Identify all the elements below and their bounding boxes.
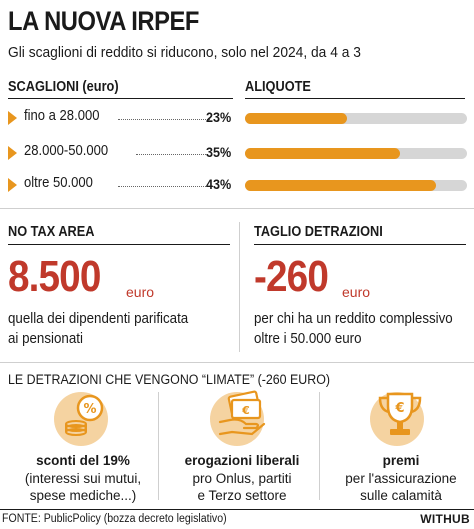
- item-desc-line2: spese mediche...): [29, 488, 137, 503]
- taglio-rule: [254, 244, 466, 245]
- rate-bar: [245, 180, 436, 191]
- brackets-header-rule: [8, 98, 233, 99]
- brand-logo: WITHUB: [420, 512, 470, 526]
- no-tax-area-desc-line2: ai pensionati: [8, 331, 83, 347]
- taglio-desc-line1: per chi ha un reddito complessivo: [254, 311, 453, 327]
- section-divider: [0, 362, 474, 363]
- no-tax-area-desc-line1: quella dei dipendenti parificata: [8, 311, 189, 327]
- vertical-divider: [158, 392, 159, 500]
- bracket-label: fino a 28.000: [24, 108, 100, 124]
- no-tax-area-value: 8.500: [8, 252, 101, 301]
- section-divider: [0, 208, 474, 209]
- bracket-label: oltre 50.000: [24, 175, 93, 191]
- item-desc-line2: e Terzo settore: [197, 488, 287, 503]
- bracket-rate: 35%: [206, 144, 232, 160]
- page-title: LA NUOVA IRPEF: [8, 6, 199, 36]
- vertical-divider: [319, 392, 320, 500]
- coins-percent-icon: %: [65, 394, 104, 436]
- row-arrow-icon: [8, 146, 17, 160]
- bracket-label: 28.000-50.000: [24, 143, 109, 159]
- detrazioni-title: LE DETRAZIONI CHE VENGONO “LIMATE” (-260…: [8, 372, 331, 387]
- taglio-desc-line2: oltre i 50.000 euro: [254, 331, 362, 347]
- no-tax-area-rule: [8, 244, 230, 245]
- trophy-euro-icon: €: [378, 392, 422, 435]
- rates-header-rule: [245, 98, 465, 99]
- item-desc-line1: per l'assicurazione: [345, 471, 457, 486]
- source-note: FONTE: PublicPolicy (bozza decreto legis…: [2, 513, 227, 525]
- rate-bar-track: [245, 113, 467, 124]
- rates-column-header: ALIQUOTE: [245, 79, 311, 95]
- rate-bar: [245, 113, 347, 124]
- taglio-value: -260: [254, 252, 329, 301]
- rate-bar: [245, 148, 400, 159]
- taglio-heading: TAGLIO DETRAZIONI: [254, 224, 383, 240]
- svg-text:€: €: [394, 401, 404, 416]
- cash-hand-icon: €: [218, 390, 266, 436]
- item-title: sconti del 19%: [36, 453, 130, 468]
- svg-text:%: %: [83, 402, 96, 417]
- leader-dots: [136, 154, 208, 155]
- item-desc-line1: (interessi sui mutui,: [24, 471, 142, 486]
- bracket-rate: 43%: [206, 176, 232, 192]
- no-tax-area-heading: NO TAX AREA: [8, 224, 95, 240]
- row-arrow-icon: [8, 111, 17, 125]
- vertical-divider: [239, 222, 240, 352]
- row-arrow-icon: [8, 178, 17, 192]
- bracket-rate: 23%: [206, 109, 232, 125]
- item-desc-line1: pro Onlus, partiti: [192, 471, 292, 486]
- page-subtitle: Gli scaglioni di reddito si riducono, so…: [8, 44, 361, 61]
- leader-dots: [118, 119, 210, 120]
- item-title: erogazioni liberali: [184, 453, 300, 468]
- brackets-column-header: SCAGLIONI (euro): [8, 79, 119, 95]
- footer-rule: [0, 509, 474, 510]
- svg-text:€: €: [241, 404, 250, 417]
- taglio-unit: euro: [342, 284, 371, 300]
- item-title: premi: [382, 453, 420, 468]
- item-desc-line2: sulle calamità: [360, 488, 442, 503]
- no-tax-area-unit: euro: [126, 284, 155, 300]
- leader-dots: [118, 186, 208, 187]
